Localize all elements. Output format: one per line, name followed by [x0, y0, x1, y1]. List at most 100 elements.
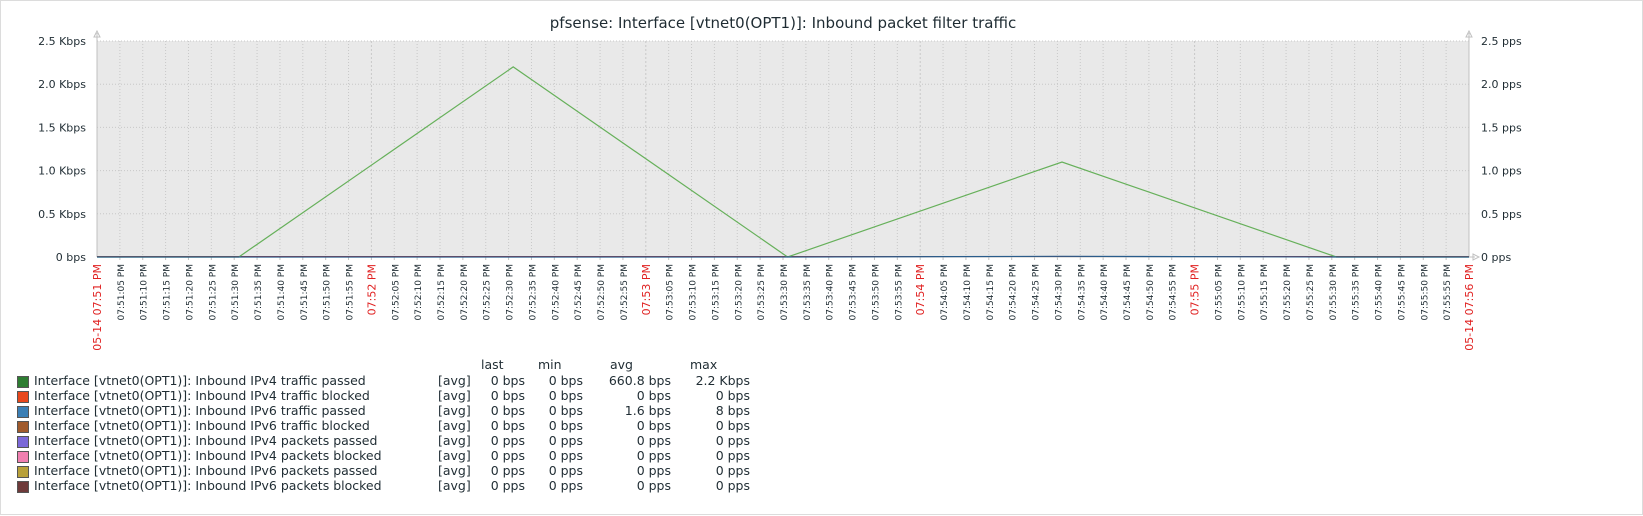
x-tick-label: 07:53:35 PM: [803, 264, 813, 320]
x-major-label: 07:52 PM: [365, 264, 378, 315]
legend-value-max: 0 bps: [715, 418, 750, 433]
legend-row: Interface [vtnet0(OPT1)]: Inbound IPv6 t…: [17, 403, 777, 419]
legend-series-name: Interface [vtnet0(OPT1)]: Inbound IPv4 p…: [34, 433, 378, 448]
legend-value-last: 0 pps: [490, 478, 525, 493]
legend-row: Interface [vtnet0(OPT1)]: Inbound IPv4 p…: [17, 448, 777, 464]
legend-function: [avg]: [438, 433, 471, 448]
x-tick-label: 07:53:15 PM: [711, 264, 721, 320]
x-tick-label: 07:54:55 PM: [1169, 264, 1179, 320]
legend-value-min: 0 bps: [548, 418, 583, 433]
x-tick-label: 07:55:25 PM: [1306, 264, 1316, 320]
y-tick-label-right: 2.5 pps: [1481, 35, 1522, 48]
legend-function: [avg]: [438, 448, 471, 463]
y-tick-label-left: 2.5 Kbps: [38, 35, 86, 48]
legend-swatch: [17, 481, 29, 493]
x-tick-label: 07:54:15 PM: [986, 264, 996, 320]
x-end-label: 05-14 07:56 PM: [1463, 264, 1476, 351]
legend-header-avg: avg: [610, 357, 633, 372]
legend-row: Interface [vtnet0(OPT1)]: Inbound IPv6 p…: [17, 463, 777, 479]
y-tick-label-left: 1.0 Kbps: [38, 165, 86, 178]
legend-value-avg: 0 bps: [636, 418, 671, 433]
legend-function: [avg]: [438, 388, 471, 403]
series-lines: [97, 66, 1469, 258]
x-tick-label: 07:54:05 PM: [940, 264, 950, 320]
legend-series-name: Interface [vtnet0(OPT1)]: Inbound IPv6 p…: [34, 478, 382, 493]
legend-row: Interface [vtnet0(OPT1)]: Inbound IPv4 t…: [17, 388, 777, 404]
x-tick-label: 07:55:40 PM: [1375, 264, 1385, 320]
y-tick-label-right: 0 pps: [1481, 251, 1511, 264]
x-tick-label: 07:54:35 PM: [1077, 264, 1087, 320]
legend-value-last: 0 bps: [490, 373, 525, 388]
legend-row: Interface [vtnet0(OPT1)]: Inbound IPv6 t…: [17, 418, 777, 434]
legend-value-avg: 1.6 bps: [624, 403, 671, 418]
x-tick-label: 07:52:55 PM: [620, 264, 630, 320]
y-tick-label-left: 1.5 Kbps: [38, 121, 86, 134]
legend-swatch: [17, 391, 29, 403]
x-tick-label: 07:54:20 PM: [1009, 264, 1019, 320]
y-tick-label-left: 0 bps: [56, 251, 86, 264]
x-tick-label: 07:55:20 PM: [1283, 264, 1293, 320]
legend-series-name: Interface [vtnet0(OPT1)]: Inbound IPv4 t…: [34, 388, 370, 403]
x-tick-label: 07:54:45 PM: [1123, 264, 1133, 320]
legend-value-min: 0 pps: [548, 478, 583, 493]
x-tick-label: 07:52:45 PM: [574, 264, 584, 320]
x-tick-label: 07:53:10 PM: [689, 264, 699, 320]
legend-value-last: 0 pps: [490, 433, 525, 448]
x-tick-label: 07:51:55 PM: [346, 264, 356, 320]
legend-value-last: 0 bps: [490, 418, 525, 433]
x-tick-label: 07:51:15 PM: [163, 264, 173, 320]
legend-value-avg: 0 pps: [636, 463, 671, 478]
legend-swatch: [17, 406, 29, 418]
legend-value-last: 0 pps: [490, 463, 525, 478]
legend-value-avg: 0 pps: [636, 433, 671, 448]
y-tick-label-left: 2.0 Kbps: [38, 78, 86, 91]
legend-row: Interface [vtnet0(OPT1)]: Inbound IPv4 p…: [17, 433, 777, 449]
y-axis-right-arrow: [1465, 29, 1473, 38]
x-tick-label: 07:52:30 PM: [506, 264, 516, 320]
x-tick-label: 07:51:20 PM: [185, 264, 195, 320]
x-tick-label: 07:51:30 PM: [231, 264, 241, 320]
legend-value-max: 2.2 Kbps: [695, 373, 750, 388]
chart-title: pfsense: Interface [vtnet0(OPT1)]: Inbou…: [550, 14, 1016, 32]
legend-value-max: 0 pps: [715, 478, 750, 493]
legend-header-last: last: [481, 357, 504, 372]
x-major-label: 07:53 PM: [640, 264, 653, 315]
legend-series-name: Interface [vtnet0(OPT1)]: Inbound IPv6 p…: [34, 463, 378, 478]
x-tick-label: 07:53:20 PM: [734, 264, 744, 320]
legend-value-max: 8 bps: [715, 403, 750, 418]
x-tick-label: 07:55:35 PM: [1352, 264, 1362, 320]
legend-swatch: [17, 466, 29, 478]
legend-value-min: 0 pps: [548, 463, 583, 478]
x-tick-label: 07:54:25 PM: [1032, 264, 1042, 320]
x-tick-label: 07:53:55 PM: [894, 264, 904, 320]
legend-row: Interface [vtnet0(OPT1)]: Inbound IPv4 t…: [17, 373, 777, 389]
x-tick-label: 07:52:15 PM: [437, 264, 447, 320]
legend-value-avg: 0 pps: [636, 448, 671, 463]
legend-row: Interface [vtnet0(OPT1)]: Inbound IPv6 p…: [17, 478, 777, 494]
x-tick-label: 07:54:40 PM: [1100, 264, 1110, 320]
x-tick-label: 07:51:45 PM: [300, 264, 310, 320]
legend-swatch: [17, 436, 29, 448]
axis-labels: 0 bps 0.5 Kbps 1.0 Kbps 1.5 Kbps 2.0 Kbps 2.5…: [38, 35, 1522, 351]
x-tick-label: 07:52:35 PM: [528, 264, 538, 320]
legend-series-name: Interface [vtnet0(OPT1)]: Inbound IPv4 t…: [34, 373, 366, 388]
legend-value-max: 0 pps: [715, 463, 750, 478]
x-axis-arrow: [1472, 253, 1481, 261]
legend-value-avg: 0 pps: [636, 478, 671, 493]
legend-value-min: 0 bps: [548, 403, 583, 418]
y-tick-label-right: 1.0 pps: [1481, 165, 1522, 178]
legend-function: [avg]: [438, 478, 471, 493]
x-tick-label: 07:55:50 PM: [1420, 264, 1430, 320]
y-tick-label-left: 0.5 Kbps: [38, 208, 86, 221]
x-tick-label: 07:55:55 PM: [1443, 264, 1453, 320]
x-tick-label: 07:53:30 PM: [780, 264, 790, 320]
legend-function: [avg]: [438, 403, 471, 418]
legend-header-max: max: [690, 357, 718, 372]
x-tick-label: 07:52:10 PM: [414, 264, 424, 320]
x-tick-label: 07:53:40 PM: [826, 264, 836, 320]
x-major-label: 07:54 PM: [914, 264, 927, 315]
x-tick-label: 07:52:05 PM: [391, 264, 401, 320]
legend-value-min: 0 pps: [548, 433, 583, 448]
x-major-label: 07:55 PM: [1189, 264, 1202, 315]
x-tick-label: 07:51:25 PM: [208, 264, 218, 320]
